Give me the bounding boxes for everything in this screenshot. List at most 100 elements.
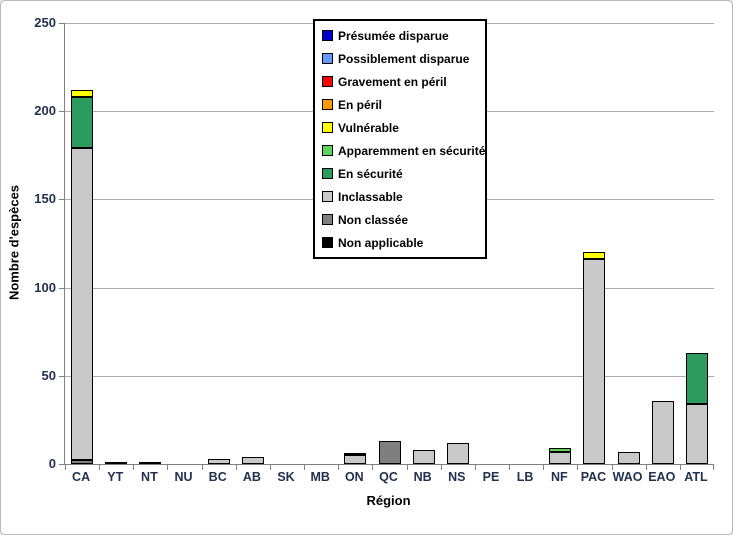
bar-segment — [412, 449, 435, 464]
x-category-label: NS — [448, 470, 466, 484]
bar-nt — [139, 462, 162, 464]
y-tick-mark — [59, 287, 64, 289]
x-category-label: CA — [72, 470, 91, 484]
bar-qc — [378, 441, 401, 464]
x-category-label: NU — [174, 470, 193, 484]
x-tick-mark — [65, 465, 66, 470]
legend-label: Gravement en péril — [338, 74, 447, 89]
bar-eao — [651, 400, 674, 464]
x-tick-mark — [167, 465, 169, 470]
x-tick-mark — [713, 465, 714, 470]
x-category-label: ATL — [684, 470, 708, 484]
x-category-label: SK — [277, 470, 295, 484]
y-tick-label: 150 — [34, 191, 56, 207]
x-tick-mark — [406, 465, 408, 470]
legend-item: Non applicable — [322, 235, 480, 250]
legend-swatch-inclassable-icon — [322, 191, 333, 202]
bar-ab — [241, 456, 264, 464]
bar-ns — [446, 442, 469, 464]
legend-swatch-non-applicable-icon — [322, 237, 333, 248]
legend-item: Possiblement disparue — [322, 51, 480, 66]
bar-nb — [412, 449, 435, 464]
legend-label: Présumée disparue — [338, 28, 449, 43]
y-tick-label: 50 — [41, 367, 56, 383]
legend-item: Non classée — [322, 212, 480, 227]
legend-item: Vulnérable — [322, 120, 480, 135]
x-tick-mark — [269, 465, 271, 470]
legend-label: Apparemment en sécurité — [338, 143, 486, 158]
x-tick-mark — [235, 465, 237, 470]
x-category-label: BC — [208, 470, 227, 484]
bar-segment — [71, 460, 94, 464]
x-tick-mark — [372, 465, 374, 470]
x-tick-mark — [509, 465, 511, 470]
plot-area — [59, 23, 714, 470]
bar-segment — [549, 448, 572, 452]
y-tick-label: 250 — [34, 15, 56, 30]
bar-on — [344, 453, 367, 464]
y-tick-mark — [59, 199, 64, 201]
x-category-label: NF — [550, 470, 568, 484]
legend-swatch-apparemment-en-securite-icon — [322, 145, 333, 156]
x-category-label: ON — [344, 470, 364, 484]
bar-segment — [685, 352, 708, 405]
x-category-label: PAC — [580, 470, 607, 484]
bar-segment — [446, 442, 469, 464]
bar-segment — [549, 451, 572, 464]
legend-swatch-non-classee-icon — [322, 214, 333, 225]
bar-wao — [617, 451, 640, 464]
x-category-label: MB — [310, 470, 330, 484]
x-tick-mark — [577, 465, 579, 470]
legend-item: Apparemment en sécurité — [322, 143, 485, 158]
y-tick-mark — [59, 23, 64, 24]
bar-bc — [207, 458, 230, 464]
y-gridline — [65, 375, 714, 377]
legend-label: Inclassable — [338, 189, 403, 204]
bar-segment — [71, 97, 94, 149]
y-tick-mark — [59, 375, 64, 377]
x-category-label: LB — [516, 470, 534, 484]
x-tick-mark — [611, 465, 613, 470]
x-category-label: NB — [413, 470, 432, 484]
x-tick-mark — [338, 465, 340, 470]
legend-label: Non applicable — [338, 235, 424, 250]
legend-swatch-presumee-disparue-icon — [322, 30, 333, 41]
legend-label: Possiblement disparue — [338, 51, 470, 66]
bar-segment — [583, 259, 606, 464]
y-tick-label: 0 — [48, 456, 56, 471]
y-tick-mark — [59, 464, 64, 465]
legend-label: Vulnérable — [338, 120, 399, 135]
x-tick-mark — [304, 465, 306, 470]
legend-swatch-en-peril-icon — [322, 99, 333, 110]
x-category-label: YT — [107, 470, 124, 484]
y-gridline — [65, 287, 714, 289]
x-tick-mark — [440, 465, 442, 470]
bar-segment — [344, 455, 367, 464]
bar-segment — [105, 462, 128, 464]
bar-ca — [71, 90, 94, 464]
x-tick-mark — [474, 465, 476, 470]
legend-item: Gravement en péril — [322, 74, 480, 89]
x-tick-mark — [99, 465, 101, 470]
legend: Présumée disparue Possiblement disparue … — [313, 19, 487, 259]
x-tick-mark — [679, 465, 681, 470]
y-tick-mark — [59, 111, 64, 113]
y-tick-label: 200 — [34, 103, 56, 119]
y-tick-label: 100 — [34, 279, 56, 295]
legend-label: En sécurité — [338, 166, 403, 181]
bar-atl — [685, 352, 708, 464]
x-tick-mark — [201, 465, 203, 470]
x-axis-title: Région — [366, 493, 411, 508]
bar-segment — [617, 451, 640, 464]
x-tick-mark — [543, 465, 545, 470]
x-category-label: NT — [141, 470, 158, 484]
y-axis-title: Nombre d'espèces — [6, 184, 22, 301]
legend-item: Inclassable — [322, 189, 480, 204]
bar-segment — [378, 441, 401, 464]
x-category-label: AB — [242, 470, 261, 484]
bar-segment — [207, 458, 230, 464]
legend-swatch-en-securite-icon — [322, 168, 333, 179]
bar-segment — [344, 453, 367, 456]
x-tick-mark — [133, 465, 135, 470]
